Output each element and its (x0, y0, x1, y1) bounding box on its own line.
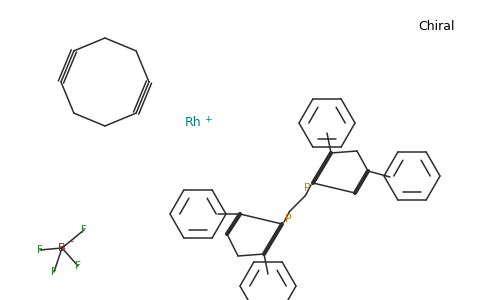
Text: F: F (81, 225, 87, 235)
Text: P: P (285, 214, 291, 224)
Text: Chiral: Chiral (418, 20, 454, 33)
Text: −: − (67, 238, 73, 247)
Text: +: + (204, 116, 212, 124)
Text: B: B (58, 243, 66, 253)
Text: P: P (303, 183, 310, 193)
Text: F: F (75, 261, 81, 271)
Text: F: F (51, 267, 57, 277)
Text: Rh: Rh (185, 116, 202, 130)
Text: F: F (37, 245, 43, 255)
